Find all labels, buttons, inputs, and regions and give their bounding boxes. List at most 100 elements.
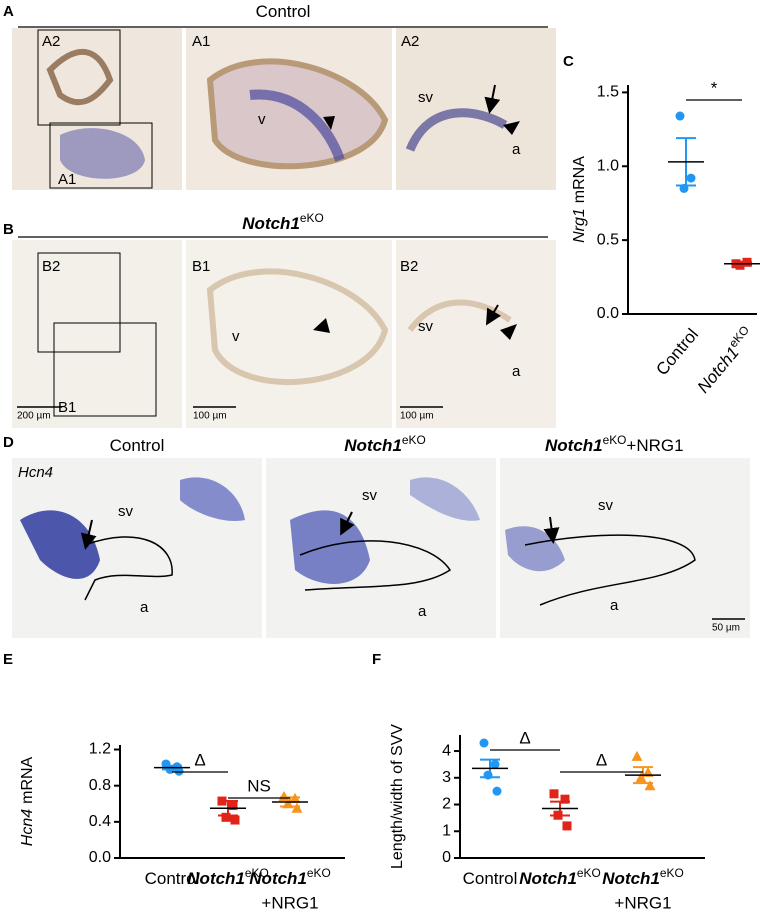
data-point bbox=[217, 796, 227, 806]
x-tick-label: Notch1eKO bbox=[691, 323, 758, 397]
panel-letter: B bbox=[3, 221, 14, 238]
panel-title: Notch1eKO+NRG1 bbox=[545, 433, 684, 455]
panel-title-tail: +NRG1 bbox=[626, 436, 683, 455]
significance-label: NS bbox=[247, 776, 271, 795]
image-label: B2 bbox=[400, 258, 418, 275]
image-label: sv bbox=[362, 487, 378, 504]
y-axis-label: Nrg1 mRNA bbox=[571, 156, 588, 243]
panel-title-text: Control bbox=[256, 2, 311, 21]
x-tick-label-text: Control bbox=[145, 869, 200, 888]
data-point bbox=[549, 789, 559, 799]
y-tick-label: 1.0 bbox=[597, 157, 619, 174]
panel-title-gene: Notch1 bbox=[242, 214, 300, 233]
image-label: a bbox=[610, 597, 619, 614]
x-tick-label: Control bbox=[463, 869, 518, 888]
image-label: v bbox=[232, 328, 240, 345]
image-label: a bbox=[418, 603, 427, 620]
x-tick-label-line2: +NRG1 bbox=[261, 893, 318, 912]
image-label: B1 bbox=[192, 258, 210, 275]
x-tick-label-gene: Notch1 bbox=[602, 869, 660, 888]
x-tick-label-gene: Notch1 bbox=[694, 343, 743, 396]
y-axis-label-text: mRNA bbox=[571, 156, 588, 203]
x-tick-label-gene: Notch1 bbox=[249, 869, 307, 888]
panel-title-gene: Notch1 bbox=[545, 436, 603, 455]
y-tick-label: 0.0 bbox=[597, 305, 619, 322]
image-label: 100 µm bbox=[400, 411, 434, 422]
y-axis-label: Length/width of SVV bbox=[389, 724, 406, 869]
panel-title: Notch1eKO bbox=[242, 211, 323, 233]
panel-title: Notch1eKO bbox=[344, 433, 425, 455]
x-tick-label-line2: +NRG1 bbox=[614, 893, 671, 912]
data-point bbox=[492, 786, 502, 796]
image-label: sv bbox=[118, 503, 134, 520]
panel-title-sup: eKO bbox=[603, 433, 627, 447]
data-point bbox=[490, 759, 500, 769]
image-label: A2 bbox=[401, 33, 419, 50]
image-label: a bbox=[512, 363, 521, 380]
data-point bbox=[644, 780, 656, 791]
image-label: a bbox=[140, 599, 149, 616]
data-point bbox=[560, 794, 570, 804]
data-point bbox=[631, 750, 643, 761]
panel-letter: C bbox=[563, 53, 574, 70]
data-point bbox=[289, 792, 301, 803]
data-point bbox=[635, 772, 647, 783]
data-point bbox=[742, 257, 752, 267]
insets-arrows bbox=[17, 26, 745, 620]
x-tick-label: Notch1eKO bbox=[602, 866, 683, 888]
y-axis-label-gene: Hcn4 bbox=[19, 809, 36, 846]
panel-title-gene: Notch1 bbox=[344, 436, 402, 455]
image-label: B2 bbox=[42, 258, 60, 275]
data-point bbox=[675, 111, 685, 121]
x-tick-label-sup: eKO bbox=[245, 866, 269, 880]
image-label: v bbox=[258, 111, 266, 128]
data-point bbox=[679, 183, 689, 193]
image-label: A1 bbox=[58, 171, 76, 188]
image-label: sv bbox=[418, 318, 434, 335]
y-axis-label-gene: Nrg1 bbox=[571, 208, 588, 243]
panel-letter: E bbox=[3, 651, 13, 668]
x-tick-label: Control bbox=[653, 325, 703, 379]
x-tick-label-gene: Notch1 bbox=[187, 869, 245, 888]
image-label: sv bbox=[418, 89, 434, 106]
x-tick-label: Notch1eKO bbox=[519, 866, 600, 888]
y-tick-label: 2 bbox=[442, 796, 451, 813]
image-label: sv bbox=[598, 497, 614, 514]
data-point bbox=[174, 766, 184, 776]
panel-title-sup: eKO bbox=[300, 211, 324, 225]
y-tick-label: 1 bbox=[442, 822, 451, 839]
image-label: 200 µm bbox=[17, 411, 51, 422]
x-tick-label: Notch1eKO bbox=[249, 866, 330, 888]
y-tick-label: 0.4 bbox=[89, 813, 111, 830]
significance-label: * bbox=[711, 78, 718, 97]
arrowheads bbox=[313, 116, 520, 340]
data-point bbox=[228, 801, 238, 811]
significance-label: Δ bbox=[596, 750, 607, 769]
x-tick-label-sup: eKO bbox=[660, 866, 684, 880]
image-label: A2 bbox=[42, 33, 60, 50]
y-axis-label: Hcn4 mRNA bbox=[19, 756, 36, 846]
panel-letter: F bbox=[372, 651, 381, 668]
panel-title: Control bbox=[256, 2, 311, 21]
y-tick-label: 0.5 bbox=[597, 231, 619, 248]
x-tick-label-sup: eKO bbox=[307, 866, 331, 880]
data-point bbox=[230, 815, 240, 825]
panel-letter: D bbox=[3, 434, 14, 451]
gene-label: Hcn4 bbox=[18, 464, 53, 481]
y-tick-label: 1.5 bbox=[597, 84, 619, 101]
y-axis-label-text: Length/width of SVV bbox=[389, 724, 406, 869]
x-tick-label-gene: Notch1 bbox=[519, 869, 577, 888]
significance-label: Δ bbox=[194, 750, 205, 769]
image-label: 50 µm bbox=[712, 623, 740, 634]
data-point bbox=[686, 173, 696, 183]
y-tick-label: 1.2 bbox=[89, 741, 111, 758]
data-point bbox=[221, 812, 231, 822]
y-tick-label: 4 bbox=[442, 742, 451, 759]
x-tick-label-text: Control bbox=[653, 325, 703, 379]
y-axis-label-text: mRNA bbox=[19, 756, 36, 803]
panel-title-sup: eKO bbox=[402, 433, 426, 447]
data-point bbox=[282, 798, 294, 809]
panel-letter: A bbox=[3, 3, 14, 20]
image-label: 100 µm bbox=[193, 411, 227, 422]
